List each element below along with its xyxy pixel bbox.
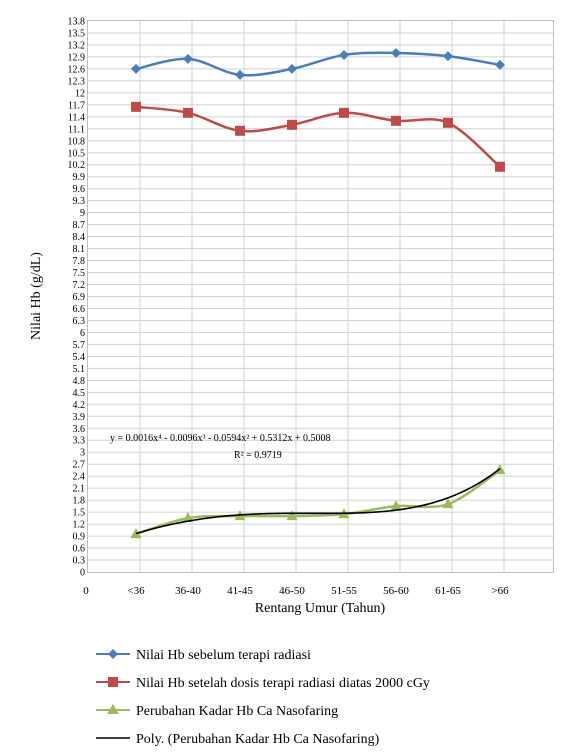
- data-point-triangle: [182, 512, 194, 523]
- y-tick-label: 3.9: [73, 412, 86, 423]
- x-tick-label: <36: [127, 585, 145, 597]
- legend-item-series-3: Perubahan Kadar Hb Ca Nasofaring: [96, 704, 338, 719]
- legend-label-series-3: Perubahan Kadar Hb Ca Nasofaring: [136, 704, 338, 719]
- x-tick-label: >66: [491, 585, 509, 597]
- x-axis-title: Rentang Umur (Tahun): [255, 601, 386, 616]
- y-axis: 00.30.60.91.21.51.82.12.42.733.33.63.94.…: [68, 17, 86, 579]
- y-tick-label: 4.5: [73, 388, 86, 399]
- y-tick-label: 4.2: [73, 400, 86, 411]
- legend: Nilai Hb sebelum terapi radiasi Nilai Hb…: [96, 648, 430, 747]
- y-tick-label: 2.4: [73, 472, 86, 483]
- x-origin-label: 0: [83, 585, 89, 597]
- y-tick-label: 11.1: [68, 124, 85, 135]
- trendline-path: [135, 468, 501, 535]
- y-tick-label: 8.4: [73, 232, 86, 243]
- series-layer: [130, 47, 506, 539]
- y-tick-label: 5.7: [73, 340, 86, 351]
- legend-item-series-2: Nilai Hb setelah dosis terapi radiasi di…: [96, 676, 430, 691]
- legend-item-trendline: Poly. (Perubahan Kadar Hb Ca Nasofaring): [96, 732, 380, 747]
- legend-marker-triangle: [107, 704, 119, 714]
- legend-marker-square: [108, 677, 118, 687]
- legend-label-series-1: Nilai Hb sebelum terapi radiasi: [136, 648, 311, 663]
- y-tick-label: 1.5: [73, 508, 86, 519]
- y-tick-label: 5.1: [73, 364, 86, 375]
- y-tick-label: 13.5: [68, 28, 86, 39]
- y-tick-label: 9.3: [73, 196, 86, 207]
- data-point-diamond: [495, 59, 505, 70]
- y-tick-label: 6.6: [73, 304, 86, 315]
- legend-label-series-2: Nilai Hb setelah dosis terapi radiasi di…: [136, 676, 430, 691]
- y-tick-label: 3: [80, 448, 85, 459]
- legend-label-trendline: Poly. (Perubahan Kadar Hb Ca Nasofaring): [136, 732, 380, 747]
- data-point-diamond: [339, 49, 349, 60]
- y-tick-label: 1.8: [73, 496, 86, 507]
- y-tick-label: 9.9: [73, 172, 86, 183]
- data-point-square: [183, 107, 193, 118]
- data-point-square: [443, 117, 453, 128]
- data-point-diamond: [391, 47, 401, 58]
- data-point-square: [235, 125, 245, 136]
- x-tick-label: 46-50: [279, 585, 305, 597]
- y-tick-label: 7.2: [73, 280, 86, 291]
- y-tick-label: 8.7: [73, 220, 86, 231]
- y-tick-label: 9.6: [73, 184, 86, 195]
- y-axis-title: Nilai Hb (g/dL): [29, 252, 44, 340]
- y-tick-label: 6.9: [73, 292, 86, 303]
- x-axis: <36 36-40 41-45 46-50 51-55 56-60 61-65 >66: [127, 585, 509, 597]
- y-tick-label: 11.7: [68, 100, 85, 111]
- y-tick-label: 3.6: [73, 424, 86, 435]
- y-tick-label: 12.6: [68, 64, 86, 75]
- y-tick-label: 6.3: [73, 316, 86, 327]
- trendline-equation: y = 0.0016x⁴ - 0.0096x³ - 0.0594x² + 0.5…: [110, 433, 331, 444]
- y-tick-label: 11.4: [68, 112, 85, 123]
- y-tick-label: 4.8: [73, 376, 86, 387]
- y-tick-label: 7.8: [73, 256, 86, 267]
- legend-marker-diamond: [108, 649, 118, 659]
- data-point-diamond: [235, 69, 245, 80]
- y-tick-label: 10.2: [68, 160, 86, 171]
- y-tick-label: 2.7: [73, 460, 86, 471]
- legend-item-series-1: Nilai Hb sebelum terapi radiasi: [96, 648, 311, 663]
- y-tick-label: 13.8: [68, 17, 86, 28]
- x-tick-label: 36-40: [175, 585, 201, 597]
- y-tick-label: 0.6: [73, 544, 86, 555]
- y-tick-label: 7.5: [73, 268, 86, 279]
- data-point-square: [287, 119, 297, 130]
- y-tick-label: 12.3: [68, 76, 86, 87]
- x-tick-label: 61-65: [435, 585, 461, 597]
- series-line-3: [135, 469, 501, 536]
- data-point-square: [131, 101, 141, 112]
- y-tick-label: 0: [80, 568, 85, 579]
- data-point-square: [495, 161, 505, 172]
- y-tick-label: 10.8: [68, 136, 86, 147]
- data-point-diamond: [183, 53, 193, 64]
- y-tick-label: 5.4: [73, 352, 86, 363]
- trendline-layer: [135, 468, 501, 535]
- y-tick-label: 13.2: [68, 40, 86, 51]
- y-tick-label: 2.1: [73, 484, 86, 495]
- y-tick-label: 9: [80, 208, 85, 219]
- x-tick-label: 41-45: [227, 585, 253, 597]
- y-tick-label: 0.9: [73, 532, 86, 543]
- data-point-diamond: [443, 51, 453, 62]
- data-point-square: [339, 107, 349, 118]
- data-point-diamond: [287, 63, 297, 74]
- data-point-triangle: [390, 500, 402, 511]
- data-point-diamond: [131, 63, 141, 74]
- y-tick-label: 12: [75, 88, 85, 99]
- y-tick-label: 1.2: [73, 520, 86, 531]
- y-tick-label: 6: [80, 328, 85, 339]
- x-tick-label: 51-55: [331, 585, 357, 597]
- data-point-triangle: [286, 510, 298, 521]
- data-point-triangle: [442, 498, 454, 509]
- data-point-square: [391, 115, 401, 126]
- y-tick-label: 8.1: [73, 244, 86, 255]
- y-tick-label: 12.9: [68, 52, 86, 63]
- y-tick-label: 10.5: [68, 148, 86, 159]
- y-tick-label: 3.3: [73, 436, 86, 447]
- y-tick-label: 0.3: [73, 556, 86, 567]
- trendline-r-squared: R² = 0.9719: [234, 450, 282, 461]
- x-tick-label: 56-60: [383, 585, 409, 597]
